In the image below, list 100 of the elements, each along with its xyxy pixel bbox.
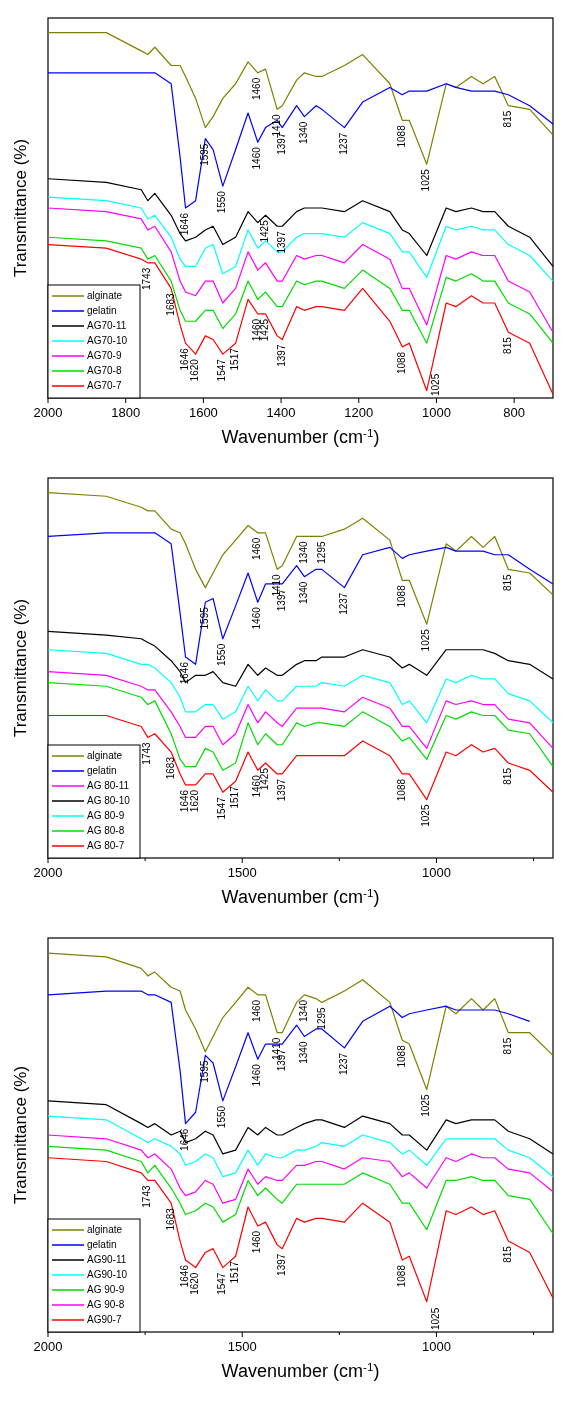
x-tick-label: 800	[503, 405, 526, 420]
annotation: 815	[501, 1245, 513, 1263]
legend-label: AG 80-10	[87, 794, 131, 806]
annotation: 1340	[298, 999, 310, 1023]
annotation: 1460	[251, 77, 263, 101]
annotation: 1595	[198, 1060, 210, 1083]
annotation: 1025	[420, 168, 432, 192]
legend-label: AG90-10	[87, 1268, 128, 1280]
annotation: 1460	[251, 999, 263, 1023]
x-tick-label: 1500	[227, 865, 257, 880]
annotation: 1340	[298, 1041, 310, 1064]
x-tick-label: 1400	[266, 405, 296, 420]
legend-label: alginate	[87, 1223, 123, 1235]
annotation: 1743	[141, 1185, 153, 1208]
annotation: 1340	[298, 121, 310, 144]
x-axis-title: Wavenumber (cm$^{-1}$)	[221, 1359, 380, 1381]
annotation: 1088	[395, 124, 407, 148]
annotation: 1397	[275, 230, 287, 254]
annotation: 1397	[275, 778, 287, 802]
annotation: 1397	[275, 1253, 287, 1276]
annotation: 1237	[338, 132, 350, 155]
annotation: 1743	[141, 741, 153, 765]
annotation: 1683	[164, 292, 176, 316]
annotation: 1646	[179, 212, 191, 236]
annotation: 1088	[395, 1044, 407, 1068]
annotation: 1460	[251, 606, 263, 630]
annotation: 815	[501, 336, 513, 354]
legend-label: gelatin	[87, 304, 117, 316]
annotation: 1646	[179, 789, 191, 813]
annotation: 1547	[216, 1272, 228, 1295]
annotation: 1550	[216, 1105, 228, 1129]
annotation: 815	[501, 767, 513, 785]
legend-label: alginate	[87, 289, 123, 301]
annotation: 1517	[229, 785, 241, 809]
annotation: 815	[501, 110, 513, 128]
legend-label: alginate	[87, 749, 123, 761]
annotation: 1295	[315, 541, 327, 564]
x-tick-label: 2000	[33, 865, 63, 880]
x-tick-label: 1200	[344, 405, 374, 420]
annotation: 1595	[198, 143, 210, 166]
legend-label: gelatin	[87, 764, 117, 776]
annotation: 1460	[251, 537, 263, 561]
annotation: 1025	[430, 1307, 442, 1330]
annotation: 1620	[189, 789, 201, 813]
annotation: 1620	[189, 1272, 201, 1295]
legend-label: AG 90-8	[87, 1298, 125, 1310]
annotation: 1646	[179, 1128, 191, 1151]
legend-label: AG 90-9	[87, 1283, 125, 1295]
annotation: 1025	[420, 628, 432, 652]
x-tick-label: 1800	[111, 405, 141, 420]
legend-label: AG70-9	[87, 349, 122, 361]
annotation: 1517	[229, 347, 241, 371]
annotation: 1460	[251, 1230, 263, 1254]
annotation: 1088	[395, 351, 407, 375]
x-tick-label: 1000	[422, 405, 451, 420]
annotation: 1646	[179, 661, 191, 685]
annotation: 1550	[216, 190, 228, 214]
annotation: 1646	[179, 1264, 191, 1288]
annotation: 1547	[216, 358, 228, 382]
x-tick-label: 1500	[227, 1339, 257, 1354]
annotation: 1340	[298, 581, 310, 604]
annotation: 1683	[164, 756, 176, 780]
annotation: 1237	[338, 1052, 350, 1076]
annotation: 1517	[229, 1260, 241, 1284]
annotation: 1460	[251, 146, 263, 170]
x-tick-label: 2000	[33, 1339, 63, 1354]
x-tick-label: 1000	[422, 865, 451, 880]
annotation: 1460	[251, 1063, 263, 1087]
annotation: 1620	[189, 358, 201, 382]
legend-label: AG 80-9	[87, 809, 125, 821]
annotation: 1088	[395, 584, 407, 608]
legend-label: AG 80-8	[87, 824, 125, 836]
y-axis-title: Transmittance (%)	[11, 138, 30, 278]
annotation: 1595	[198, 606, 210, 630]
annotation: 1743	[141, 267, 153, 291]
legend-label: gelatin	[87, 1238, 117, 1250]
legend-label: AG 80-7	[87, 839, 125, 851]
x-axis-title: Wavenumber (cm$^{-1}$)	[221, 425, 380, 447]
y-axis-title: Transmittance (%)	[11, 598, 30, 738]
annotation: 1683	[164, 1207, 176, 1231]
annotation: 1025	[420, 1094, 432, 1117]
legend-label: AG70-10	[87, 334, 128, 346]
annotation: 1025	[430, 373, 442, 396]
x-tick-label: 2000	[33, 405, 63, 420]
legend-label: AG 80-11	[87, 779, 130, 791]
legend-label: AG70-8	[87, 364, 122, 376]
annotation: 1088	[395, 778, 407, 802]
annotation: 1547	[216, 796, 228, 820]
annotation: 1295	[315, 1006, 327, 1030]
annotation: 1550	[216, 643, 228, 667]
legend-label: AG90-7	[87, 1313, 122, 1325]
legend-label: AG70-11	[87, 319, 127, 331]
x-axis-title: Wavenumber (cm$^{-1}$)	[221, 885, 380, 907]
annotation: 1088	[395, 1264, 407, 1288]
annotation: 815	[501, 1037, 513, 1055]
annotation: 1646	[179, 347, 191, 371]
x-tick-label: 1600	[188, 405, 218, 420]
x-tick-label: 1000	[422, 1339, 451, 1354]
annotation: 1237	[338, 592, 350, 615]
annotation: 1397	[275, 344, 287, 367]
